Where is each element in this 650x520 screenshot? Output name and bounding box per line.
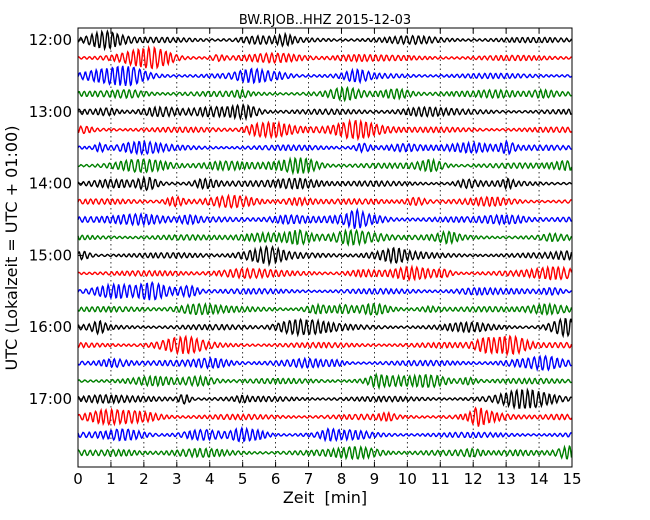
trace-13:00	[77, 102, 572, 122]
trace-12:45	[77, 85, 572, 103]
trace-13:15	[77, 118, 573, 142]
y-tick-label: 17:00	[29, 390, 72, 408]
x-tick-label: 3	[172, 470, 182, 488]
x-tick-label: 9	[370, 470, 380, 488]
x-axis-ticks: 0 1 2 3 4 5 6 7 8 9 10 11 12 13 14 15	[73, 28, 582, 488]
plot-frame	[77, 27, 573, 468]
x-tick-label: 10	[398, 470, 417, 488]
trace-15:45	[77, 301, 573, 316]
y-tick-label: 12:00	[29, 31, 72, 49]
trace-16:45	[77, 372, 572, 391]
x-tick-label: 5	[238, 470, 248, 488]
x-tick-label: 13	[497, 470, 516, 488]
x-tick-label: 1	[106, 470, 116, 488]
trace-14:00	[77, 175, 572, 192]
x-tick-label: 14	[530, 470, 549, 488]
trace-17:45	[77, 444, 573, 461]
trace-15:15	[77, 264, 573, 282]
trace-17:00	[77, 387, 572, 410]
trace-17:15	[77, 406, 573, 427]
trace-16:30	[77, 354, 572, 372]
trace-14:30	[77, 207, 573, 230]
x-tick-label: 0	[73, 470, 83, 488]
x-tick-label: 15	[562, 470, 581, 488]
trace-13:45	[77, 156, 573, 176]
trace-14:15	[77, 193, 572, 209]
y-tick-label: 15:00	[29, 246, 72, 264]
trace-14:45	[77, 228, 573, 247]
y-tick-label: 14:00	[29, 175, 72, 193]
trace-12:15	[77, 44, 572, 70]
trace-16:15	[77, 334, 573, 357]
trace-15:30	[77, 280, 573, 301]
x-tick-label: 11	[431, 470, 450, 488]
chart-title: BW.RJOB..HHZ 2015-12-03	[239, 13, 411, 28]
trace-12:30	[77, 65, 573, 87]
x-tick-label: 12	[464, 470, 483, 488]
y-axis-ticks: 12:00 13:00 14:00 15:00 16:00 17:00	[29, 31, 83, 408]
x-tick-label: 4	[205, 470, 215, 488]
x-tick-label: 7	[304, 470, 314, 488]
y-tick-label: 13:00	[29, 103, 72, 121]
trace-13:30	[77, 139, 572, 156]
x-tick-label: 2	[139, 470, 149, 488]
x-tick-label: 8	[337, 470, 347, 488]
trace-16:00	[77, 317, 573, 339]
trace-12:00	[77, 29, 573, 52]
x-tick-label: 6	[271, 470, 281, 488]
x-axis-label: Zeit [min]	[283, 488, 367, 507]
y-axis-label: UTC (Lokalzeit = UTC + 01:00)	[2, 126, 21, 371]
y-tick-label: 16:00	[29, 318, 72, 336]
traces	[77, 29, 573, 461]
trace-17:30	[77, 425, 572, 443]
trace-15:00	[77, 244, 573, 267]
